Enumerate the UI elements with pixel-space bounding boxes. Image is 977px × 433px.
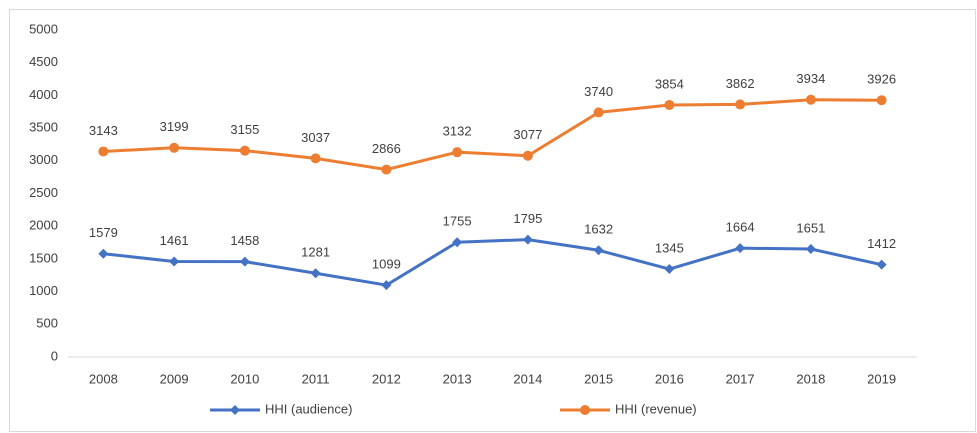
data-label: 3077 (513, 127, 542, 142)
x-tick-label: 2019 (867, 371, 896, 386)
data-label: 1461 (160, 233, 189, 248)
data-point (805, 244, 816, 255)
x-tick-label: 2018 (796, 371, 825, 386)
y-tick-label: 4000 (29, 87, 58, 102)
x-tick-label: 2009 (160, 371, 189, 386)
x-tick-label: 2012 (372, 371, 401, 386)
legend-marker (230, 405, 240, 415)
data-label: 1651 (796, 220, 825, 235)
data-label: 3926 (867, 72, 896, 87)
data-label: 3199 (160, 119, 189, 134)
y-tick-label: 4500 (29, 54, 58, 69)
data-point (381, 280, 392, 291)
y-tick-label: 5000 (29, 21, 58, 36)
data-point (239, 256, 250, 267)
y-tick-label: 1500 (29, 250, 58, 265)
data-point (876, 95, 887, 106)
series-line (103, 238, 882, 287)
data-point (98, 146, 109, 157)
data-label: 1795 (513, 211, 542, 226)
data-point (805, 94, 816, 105)
data-point (593, 107, 604, 118)
data-point (169, 142, 180, 153)
data-point (876, 259, 887, 270)
data-point (593, 245, 604, 256)
data-label: 3862 (726, 76, 755, 91)
x-tick-label: 2015 (584, 371, 613, 386)
data-label: 3934 (796, 71, 825, 86)
data-label: 1281 (301, 245, 330, 260)
series-line (103, 98, 882, 172)
data-label: 3854 (655, 76, 684, 91)
x-tick-label: 2016 (655, 371, 684, 386)
data-label: 1458 (230, 233, 259, 248)
data-point (239, 145, 250, 156)
data-label: 1099 (372, 257, 401, 272)
legend-label: HHI (revenue) (615, 401, 697, 416)
data-point (310, 268, 321, 279)
data-label: 1579 (89, 225, 118, 240)
data-point (664, 99, 675, 110)
data-label: 3132 (443, 124, 472, 139)
y-tick-label: 1000 (29, 283, 58, 298)
data-label: 1632 (584, 222, 613, 237)
x-tick-label: 2010 (230, 371, 259, 386)
data-point (664, 264, 675, 275)
data-point (381, 164, 392, 175)
data-label: 1664 (726, 220, 755, 235)
y-tick-label: 0 (51, 348, 58, 363)
data-label: 3155 (230, 122, 259, 137)
data-label: 1345 (655, 240, 684, 255)
data-point (522, 234, 533, 245)
data-point (169, 256, 180, 267)
data-label: 2866 (372, 141, 401, 156)
y-tick-label: 500 (36, 316, 58, 331)
data-label: 3037 (301, 130, 330, 145)
x-tick-label: 2011 (302, 371, 330, 386)
data-point (452, 237, 463, 248)
data-point (310, 153, 321, 164)
data-label: 1755 (443, 214, 472, 229)
data-point (522, 150, 533, 161)
y-tick-label: 2000 (29, 218, 58, 233)
x-tick-label: 2017 (726, 371, 755, 386)
chart-border (9, 9, 976, 432)
data-label: 3740 (584, 84, 613, 99)
data-point (735, 243, 746, 254)
legend-marker (580, 405, 590, 415)
x-tick-label: 2014 (513, 371, 542, 386)
data-point (98, 248, 109, 259)
y-tick-label: 2500 (29, 185, 58, 200)
data-label: 3143 (89, 123, 118, 138)
data-point (452, 147, 463, 158)
x-tick-label: 2013 (443, 371, 472, 386)
x-tick-label: 2008 (89, 371, 118, 386)
legend-label: HHI (audience) (265, 401, 352, 416)
y-tick-label: 3500 (29, 120, 58, 135)
y-tick-label: 3000 (29, 152, 58, 167)
data-label: 1412 (867, 236, 896, 251)
data-point (735, 99, 746, 110)
